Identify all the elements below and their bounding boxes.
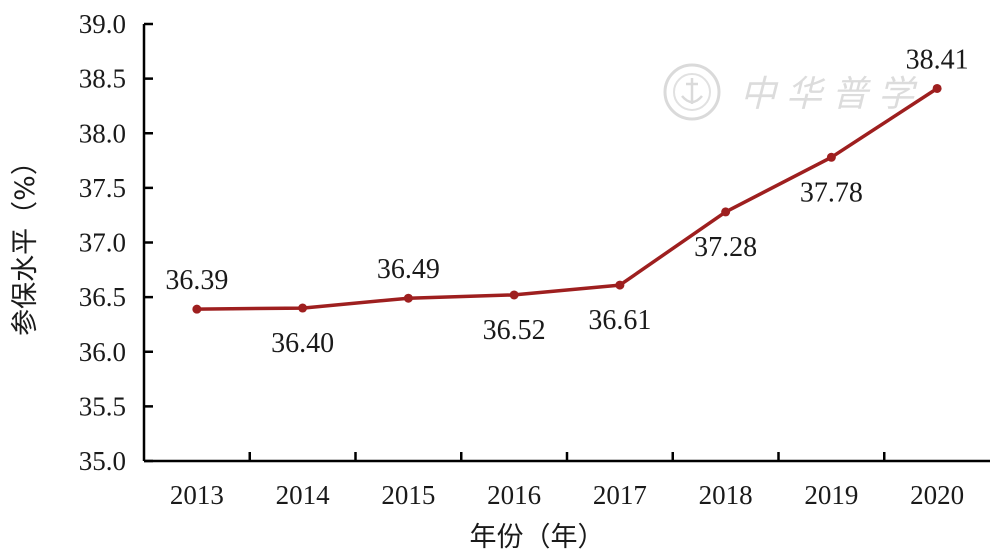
- y-tick-label: 36.0: [79, 337, 126, 367]
- watermark-seal-icon: [663, 63, 721, 121]
- data-label: 38.41: [906, 44, 969, 75]
- y-axis-title: 参保水平（%）: [10, 148, 41, 336]
- x-tick-label: 2013: [170, 480, 224, 510]
- y-tick-label: 35.0: [79, 446, 126, 476]
- y-tick-label: 38.5: [79, 64, 126, 94]
- x-tick-label: 2016: [487, 480, 541, 510]
- y-tick-label: 38.0: [79, 118, 126, 148]
- y-tick-label: 35.5: [79, 391, 126, 421]
- x-tick-label: 2015: [381, 480, 435, 510]
- data-point: [192, 304, 202, 314]
- y-tick-label: 37.5: [79, 173, 126, 203]
- x-tick-label: 2017: [593, 480, 647, 510]
- y-tick-label: 39.0: [79, 9, 126, 39]
- y-tick-label: 37.0: [79, 228, 126, 258]
- data-label: 36.39: [165, 265, 228, 296]
- data-label: 36.49: [377, 254, 440, 285]
- data-point: [403, 293, 413, 303]
- series-markers: [192, 83, 942, 314]
- watermark-anchor-icon: [681, 78, 703, 104]
- data-point: [721, 207, 731, 217]
- data-label: 36.40: [271, 328, 334, 359]
- data-label: 37.78: [800, 177, 863, 208]
- x-tick-label: 2014: [276, 480, 331, 510]
- data-point: [298, 303, 308, 313]
- x-tick-label: 2018: [699, 480, 753, 510]
- data-label: 36.52: [483, 315, 546, 346]
- watermark: 中华普学: [663, 63, 924, 121]
- x-tick-label: 2020: [910, 480, 964, 510]
- x-axis-title: 年份（年）: [470, 522, 605, 553]
- watermark-seal-inner-icon: [673, 73, 711, 111]
- watermark-text: 中华普学: [740, 74, 924, 115]
- data-label: 36.61: [588, 305, 651, 336]
- y-axis-ticks: 35.0 35.5 36.0 36.5 37.0 37.5 38.0 38.5 39.0: [79, 9, 153, 476]
- x-axis-ticks: 2013 2014 2015 2016 2017 2018 2019 2020: [170, 452, 964, 510]
- x-tick-label: 2019: [804, 480, 858, 510]
- data-labels: 36.39 36.40 36.49 36.52 36.61 37.28 37.78 38.41: [165, 44, 968, 359]
- series-line: [196, 87, 939, 311]
- data-point: [509, 290, 519, 300]
- data-point: [615, 280, 625, 290]
- data-point: [826, 152, 836, 162]
- data-label: 37.28: [694, 232, 757, 263]
- y-tick-label: 36.5: [79, 282, 126, 312]
- data-point: [932, 83, 942, 93]
